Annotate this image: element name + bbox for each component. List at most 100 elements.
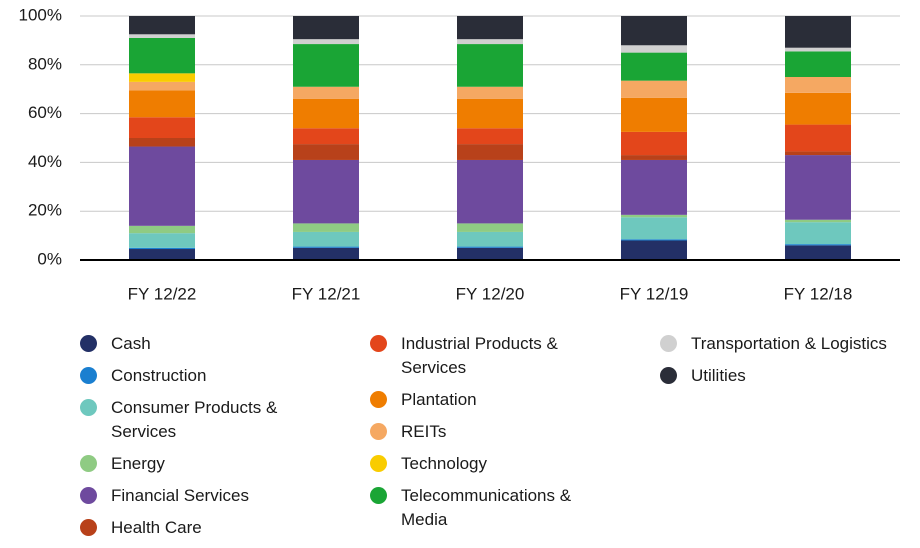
bar-segment	[785, 155, 851, 220]
bar-segment	[621, 97, 687, 132]
bar-segment	[129, 34, 195, 38]
bar-segment	[293, 98, 359, 129]
legend-swatch	[370, 335, 387, 352]
bar-segment	[293, 39, 359, 45]
bar-segment	[785, 219, 851, 223]
x-tick-label: FY 12/20	[456, 284, 525, 303]
bar-segment	[457, 44, 523, 87]
legend-column: Cash Construction Consumer Products & Serv…	[80, 332, 311, 548]
legend-label: Technology	[401, 454, 488, 473]
legend-swatch	[660, 335, 677, 352]
legend-swatch	[370, 423, 387, 440]
bar-segment	[129, 146, 195, 226]
bar-segment	[621, 52, 687, 81]
bar-segment	[785, 124, 851, 152]
legend-item: REITs	[370, 420, 576, 444]
bar-segment	[129, 73, 195, 82]
legend-label: Energy	[111, 454, 165, 473]
legend-item: Financial Services	[80, 484, 311, 508]
legend-item: Industrial Products & Services	[370, 332, 576, 380]
legend-label: Health Care	[111, 518, 202, 537]
legend-item: Technology	[370, 452, 576, 476]
bar-segment	[293, 159, 359, 224]
bar-segment	[621, 239, 687, 241]
chart: 0% 20% 40% 60% 80% 100% FY 12/22 FY 12/21 FY 12/…	[19, 5, 900, 303]
bar-segment	[621, 80, 687, 98]
legend-label: Utilities	[691, 366, 746, 385]
y-tick-label: 0%	[37, 249, 62, 268]
x-tick-label: FY 12/19	[620, 284, 689, 303]
legend-swatch	[80, 399, 97, 416]
bar-segment	[457, 128, 523, 145]
legend-swatch	[80, 519, 97, 536]
bar-segment	[293, 246, 359, 248]
bar-segment	[785, 51, 851, 77]
bar-segment	[785, 151, 851, 156]
legend-item: Consumer Products & Services	[80, 396, 311, 444]
bar-segment	[293, 144, 359, 160]
legend-swatch	[80, 335, 97, 352]
legend-label: Cash	[111, 334, 151, 353]
bar-segment	[293, 86, 359, 99]
legend-swatch	[80, 487, 97, 504]
legend-item: Energy	[80, 452, 311, 476]
bar-segment	[457, 223, 523, 232]
bar-segment	[457, 39, 523, 45]
y-tick-label: 60%	[28, 103, 62, 122]
bar-segment	[457, 247, 523, 260]
y-tick-label: 40%	[28, 152, 62, 171]
bar-segment	[621, 214, 687, 218]
bar-segment	[129, 81, 195, 91]
legend-swatch	[370, 487, 387, 504]
bar-segment	[457, 98, 523, 129]
bar-segment	[129, 138, 195, 147]
bar-segment	[785, 245, 851, 260]
bar-segment	[129, 90, 195, 118]
bar-segment	[293, 128, 359, 145]
bar-segment	[129, 225, 195, 234]
legend-column: Industrial Products & Services Plantation…	[370, 332, 576, 540]
bar-segment	[129, 233, 195, 248]
bar-segment	[457, 144, 523, 160]
y-tick-label: 100%	[19, 5, 62, 24]
bar-segment	[129, 249, 195, 260]
bar-segment	[457, 16, 523, 40]
bar-segment	[785, 244, 851, 246]
legend-label: Consumer Products & Services	[111, 398, 278, 441]
legend-item: Cash	[80, 332, 311, 356]
legend-item: Transportation & Logistics	[660, 332, 891, 356]
legend-item: Construction	[80, 364, 311, 388]
bar-segment	[293, 223, 359, 232]
legend-label: Plantation	[401, 390, 477, 409]
bar-segment	[457, 159, 523, 224]
y-tick-label: 80%	[28, 54, 62, 73]
bar-segment	[785, 16, 851, 48]
bar-segment	[129, 16, 195, 35]
legend-label: Transportation & Logistics	[691, 334, 887, 353]
legend: Cash Construction Consumer Products & Serv…	[80, 332, 910, 542]
bar-segment	[457, 231, 523, 247]
bar-segment	[129, 117, 195, 138]
bar-segment	[621, 217, 687, 240]
bar-segment	[293, 44, 359, 87]
bar-segment	[293, 231, 359, 247]
bar-segment	[621, 155, 687, 160]
legend-label: Construction	[111, 366, 207, 385]
bar-segment	[457, 246, 523, 248]
bar-segment	[293, 16, 359, 40]
legend-swatch	[370, 391, 387, 408]
bar-segment	[621, 240, 687, 260]
legend-swatch	[80, 367, 97, 384]
legend-swatch	[370, 455, 387, 472]
bar-segment	[621, 131, 687, 156]
bar-segment	[785, 222, 851, 245]
legend-column: Transportation & Logistics Utilities	[660, 332, 891, 396]
legend-label: Telecommunications & Media	[401, 486, 572, 529]
bar-segment	[293, 247, 359, 260]
legend-label: REITs	[401, 422, 447, 441]
y-tick-label: 20%	[28, 201, 62, 220]
bar-segment	[785, 92, 851, 125]
legend-label: Financial Services	[111, 486, 249, 505]
bar-segment	[621, 45, 687, 53]
bar-segment	[457, 86, 523, 99]
